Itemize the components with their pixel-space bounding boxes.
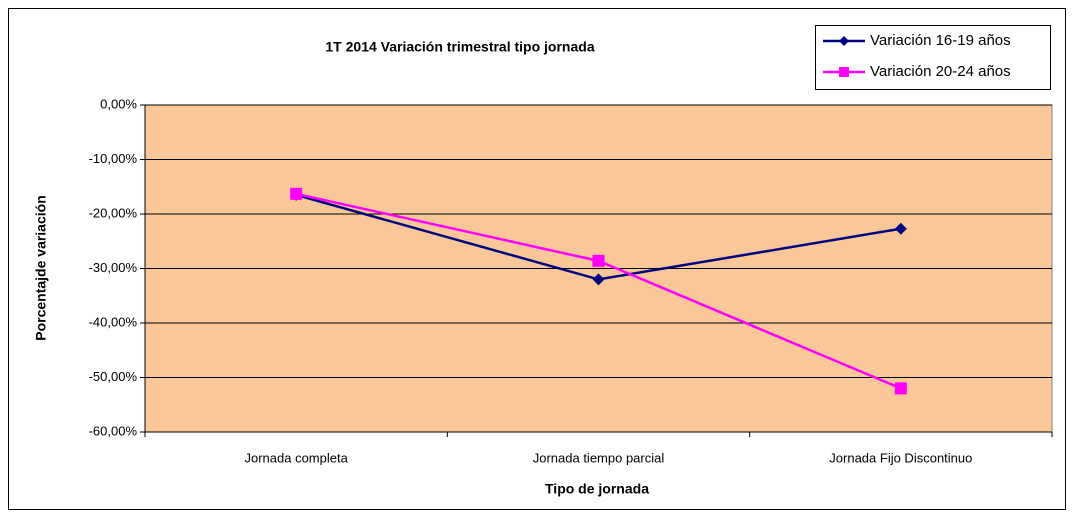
legend-marker [839, 36, 849, 46]
x-tick-label: Jornada tiempo parcial [533, 450, 665, 465]
data-point [592, 273, 605, 286]
y-axis-label: Porcentajde variación [33, 195, 49, 341]
legend-marker [839, 67, 849, 77]
data-point [894, 222, 907, 235]
y-tick-label: -10,00% [89, 151, 138, 166]
y-tick-label: 0,00% [100, 96, 137, 111]
chart-title: 1T 2014 Variación trimestral tipo jornad… [325, 39, 594, 55]
legend-label: Variación 16-19 años [870, 32, 1011, 49]
data-point [592, 254, 605, 267]
y-tick-label: -20,00% [89, 205, 138, 220]
x-axis-label: Tipo de jornada [545, 481, 649, 497]
data-point [894, 382, 907, 395]
y-tick-label: -40,00% [89, 314, 138, 329]
y-tick-label: -30,00% [89, 260, 138, 275]
legend [815, 25, 1051, 90]
y-tick-label: -60,00% [89, 423, 138, 438]
x-tick-label: Jornada Fijo Discontinuo [829, 450, 972, 465]
x-tick-label: Jornada completa [244, 450, 348, 465]
data-point [290, 187, 303, 200]
y-tick-label: -50,00% [89, 369, 138, 384]
legend-label: Variación 20-24 años [870, 63, 1011, 80]
